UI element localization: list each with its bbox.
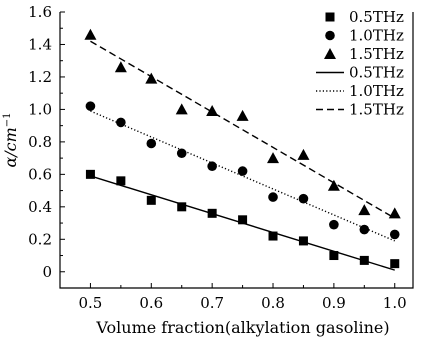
data-point-1.5THz	[84, 28, 97, 40]
data-markers	[84, 28, 401, 269]
data-point-0.5THz	[298, 236, 308, 246]
data-point-1.5THz	[358, 204, 371, 216]
x-tick-label: 0.9	[322, 294, 346, 312]
legend-label: 0.5THz	[349, 64, 404, 82]
data-point-1.0THz	[329, 219, 339, 230]
legend-label: 1.0THz	[349, 82, 404, 100]
legend-label: 0.5THz	[349, 8, 404, 26]
x-tick-label: 0.6	[139, 294, 163, 312]
data-point-1.0THz	[298, 193, 309, 204]
y-axis-ticks: 0 0.2 0.4 0.6 0.8 1.0 1.2 1.4 1.6	[28, 3, 65, 281]
x-axis-ticks: 0.5 0.6 0.7 0.8 0.9 1.0	[79, 283, 407, 312]
y-tick-label: 1.6	[28, 3, 52, 21]
data-point-1.0THz	[116, 117, 126, 128]
y-tick-label: 0.4	[28, 198, 52, 216]
data-point-1.5THz	[114, 61, 127, 73]
data-point-1.5THz	[388, 207, 401, 219]
x-tick-label: 0.5	[79, 294, 103, 312]
y-tick-label: 1.4	[28, 35, 52, 53]
legend-label: 1.0THz	[349, 27, 404, 45]
x-tick-label: 1.0	[383, 294, 407, 312]
data-point-1.0THz	[359, 224, 370, 235]
legend-marker-1.0THz	[325, 30, 335, 41]
data-point-0.5THz	[177, 202, 187, 212]
x-axis-label: Volume fraction(alkylation gasoline)	[95, 318, 389, 337]
data-point-1.5THz	[206, 105, 219, 117]
data-point-1.0THz	[207, 161, 217, 172]
legend-label: 1.5THz	[349, 101, 404, 119]
x-tick-label: 0.7	[200, 294, 224, 312]
y-tick-label: 0.8	[28, 133, 52, 151]
y-tick-label: 0	[42, 263, 52, 281]
data-point-1.0THz	[176, 148, 187, 159]
y-tick-label: 1.2	[28, 68, 52, 86]
legend-marker-0.5THz	[325, 12, 335, 22]
data-point-1.0THz	[146, 138, 157, 149]
data-point-0.5THz	[238, 215, 248, 225]
data-point-1.5THz	[236, 109, 249, 121]
legend-marker-1.5THz	[324, 48, 336, 59]
y-axis-label-superscript: −1	[2, 112, 13, 127]
fit-line-1.5THz	[90, 40, 396, 219]
legend-label: 1.5THz	[349, 45, 404, 63]
y-tick-label: 0.6	[28, 165, 52, 183]
data-point-1.5THz	[267, 152, 280, 164]
data-point-0.5THz	[116, 176, 126, 186]
data-point-0.5THz	[390, 259, 400, 269]
data-point-1.0THz	[85, 101, 96, 111]
y-axis-label-main: α/cm	[1, 127, 20, 167]
fit-line-1.0THz	[90, 110, 396, 242]
axes-frame	[59, 12, 414, 289]
data-point-1.5THz	[175, 103, 188, 115]
x-tick-label: 0.8	[261, 294, 285, 312]
data-point-0.5THz	[146, 195, 156, 205]
data-point-1.0THz	[268, 192, 278, 202]
y-tick-label: 0.2	[28, 230, 52, 248]
data-point-0.5THz	[207, 208, 217, 218]
data-point-0.5THz	[268, 231, 278, 241]
data-point-1.5THz	[297, 148, 310, 160]
data-point-0.5THz	[329, 251, 339, 261]
data-point-1.5THz	[145, 72, 158, 84]
y-axis-label: α/cm−1	[1, 112, 20, 167]
data-point-1.0THz	[237, 166, 248, 176]
y-tick-label: 1.0	[28, 100, 52, 118]
data-point-0.5THz	[85, 169, 95, 179]
plot-area	[59, 12, 414, 289]
data-point-1.5THz	[327, 179, 340, 191]
data-point-1.0THz	[389, 229, 400, 240]
data-point-0.5THz	[359, 255, 369, 265]
